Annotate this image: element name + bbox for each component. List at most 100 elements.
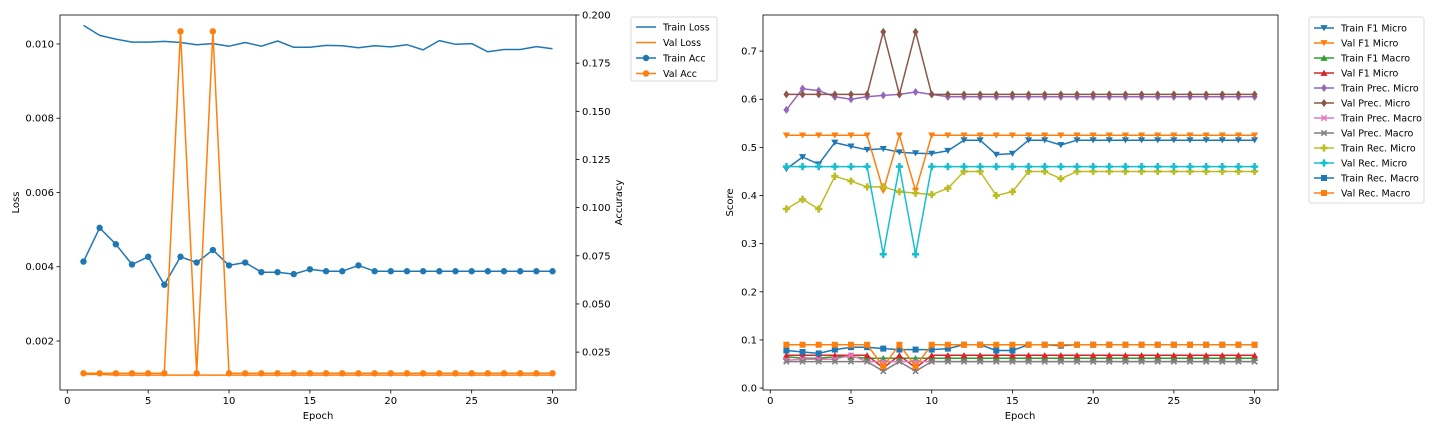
data-point-val-prec-macro-7 — [1041, 358, 1048, 365]
data-point-val-acc-3 — [209, 28, 217, 35]
data-point-val-acc-3 — [484, 370, 492, 377]
data-point-val-acc-3 — [549, 370, 556, 377]
data-point-train-rec-macro-10 — [799, 348, 806, 355]
data-point-train-acc-2 — [452, 268, 459, 275]
data-point-val-f1-micro-3 — [1024, 352, 1033, 359]
data-point-val-acc-3 — [339, 370, 346, 377]
data-point-train-rec-micro-8 — [1186, 167, 1194, 176]
data-point-val-prec-micro-5 — [831, 90, 838, 99]
data-point-val-f1-micro-1 — [1121, 132, 1130, 139]
data-point-train-rec-micro-8 — [1041, 167, 1049, 176]
data-point-train-acc-2 — [533, 268, 540, 275]
data-point-val-acc-3 — [290, 370, 297, 377]
series-line-val-rec-micro-9 — [786, 165, 1255, 255]
data-point-val-rec-micro-9 — [1218, 163, 1226, 171]
left-y-axis-label: Loss — [11, 192, 22, 214]
data-point-val-f1-micro-1 — [928, 132, 936, 139]
data-point-val-rec-macro-11 — [1187, 341, 1194, 348]
legend-swatch-marker — [1320, 144, 1328, 152]
data-point-val-prec-macro-7 — [912, 368, 919, 375]
legend-swatch-marker — [1320, 159, 1328, 167]
series-val-acc-3 — [80, 28, 556, 377]
data-point-val-rec-micro-9 — [879, 250, 887, 258]
series-line-train-loss-0 — [83, 24, 553, 53]
legend-entry-train-rec-macro-10: Train Rec. Macro — [1314, 174, 1419, 185]
x-tick-label: 25 — [465, 396, 478, 407]
data-point-val-acc-3 — [436, 370, 443, 377]
legend-swatch-marker — [1321, 190, 1327, 196]
legend-swatch-marker — [1320, 40, 1328, 47]
data-point-val-rec-micro-9 — [1154, 163, 1162, 171]
data-point-val-acc-3 — [128, 370, 136, 377]
data-point-val-prec-macro-7 — [1025, 358, 1032, 365]
x-tick-label: 5 — [848, 396, 854, 407]
data-point-val-rec-macro-11 — [944, 341, 951, 348]
data-point-val-rec-macro-11 — [993, 341, 1000, 348]
data-point-train-acc-2 — [371, 268, 378, 275]
legend-label: Train F1 Micro — [1340, 24, 1407, 35]
legend-entry-val-prec-macro-7: Val Prec. Macro — [1314, 129, 1414, 140]
data-point-val-rec-macro-11 — [815, 341, 822, 348]
data-point-val-f1-micro-1 — [976, 132, 984, 139]
data-point-val-rec-micro-9 — [976, 163, 984, 171]
data-point-val-prec-micro-5 — [1025, 90, 1032, 99]
data-point-val-f1-micro-3 — [1250, 352, 1259, 359]
data-point-val-f1-micro-3 — [1008, 352, 1017, 359]
data-point-val-acc-3 — [80, 370, 87, 377]
data-point-val-f1-micro-1 — [1186, 132, 1194, 139]
data-point-train-rec-micro-8 — [1234, 167, 1243, 176]
series-line-train-rec-macro-10 — [786, 343, 1255, 355]
data-point-train-acc-2 — [290, 270, 297, 278]
y-tick-label: 0.1 — [741, 335, 757, 346]
data-point-val-f1-micro-1 — [1089, 132, 1097, 139]
series-line-val-prec-micro-5 — [786, 31, 1255, 96]
data-point-val-prec-micro-5 — [1219, 90, 1226, 99]
legend-swatch-marker — [1320, 54, 1328, 61]
data-point-val-f1-micro-1 — [782, 132, 791, 139]
right-x-axis-label: Epoch — [1005, 411, 1036, 422]
loss-accuracy-chart: 0 5 10 15 20 25 30 0.002 0.004 0.006 0.008 0.010 0… — [11, 11, 718, 422]
data-point-val-prec-micro-5 — [1074, 90, 1081, 99]
left-x-ticks: 0 5 10 15 20 25 30 — [64, 390, 559, 407]
x-tick-label: 15 — [304, 396, 317, 407]
data-point-val-prec-micro-5 — [928, 90, 935, 99]
data-point-val-f1-micro-1 — [798, 132, 807, 139]
data-point-val-rec-macro-11 — [880, 363, 887, 370]
data-point-train-rec-macro-10 — [928, 346, 935, 353]
data-point-train-f1-micro-0 — [1073, 137, 1081, 144]
data-point-val-acc-3 — [96, 370, 103, 377]
y-tick-label: 0.3 — [741, 239, 757, 250]
data-point-val-f1-micro-3 — [895, 352, 904, 359]
data-point-train-rec-macro-10 — [815, 350, 822, 357]
data-point-val-rec-micro-9 — [1234, 163, 1243, 171]
data-point-val-prec-macro-7 — [1251, 358, 1258, 365]
series-val-f1-micro-1 — [782, 132, 1259, 194]
data-point-val-f1-micro-3 — [1234, 352, 1243, 359]
data-point-train-prec-micro-4 — [912, 88, 919, 97]
legend-label: Train F1 Macro — [1340, 54, 1410, 65]
data-point-train-f1-micro-0 — [992, 151, 1000, 158]
right-series-group — [782, 27, 1259, 375]
data-point-train-f1-micro-0 — [928, 150, 936, 157]
data-point-train-f1-micro-0 — [1170, 137, 1178, 144]
data-point-val-f1-micro-1 — [1008, 132, 1017, 139]
data-point-val-rec-micro-9 — [815, 163, 823, 171]
data-point-val-prec-macro-7 — [1057, 358, 1065, 365]
data-point-val-rec-micro-9 — [831, 163, 839, 171]
data-point-train-f1-micro-0 — [1121, 137, 1130, 144]
data-point-train-rec-micro-8 — [831, 172, 839, 180]
data-point-val-rec-micro-9 — [847, 163, 855, 171]
data-point-val-prec-macro-7 — [1073, 358, 1081, 365]
data-point-train-rec-micro-8 — [944, 184, 952, 192]
data-point-val-f1-micro-1 — [831, 132, 839, 139]
data-point-train-f1-micro-0 — [847, 143, 855, 150]
data-point-train-acc-2 — [419, 268, 427, 275]
data-point-train-acc-2 — [339, 268, 346, 275]
data-point-val-rec-micro-9 — [928, 163, 936, 171]
series-train-f1-micro-0 — [782, 137, 1259, 173]
data-point-val-rec-micro-9 — [1250, 163, 1259, 171]
data-point-val-rec-macro-11 — [1170, 341, 1177, 348]
data-point-train-rec-micro-8 — [847, 177, 855, 185]
data-point-val-f1-micro-1 — [1105, 132, 1113, 139]
data-point-val-prec-micro-5 — [1057, 90, 1064, 99]
